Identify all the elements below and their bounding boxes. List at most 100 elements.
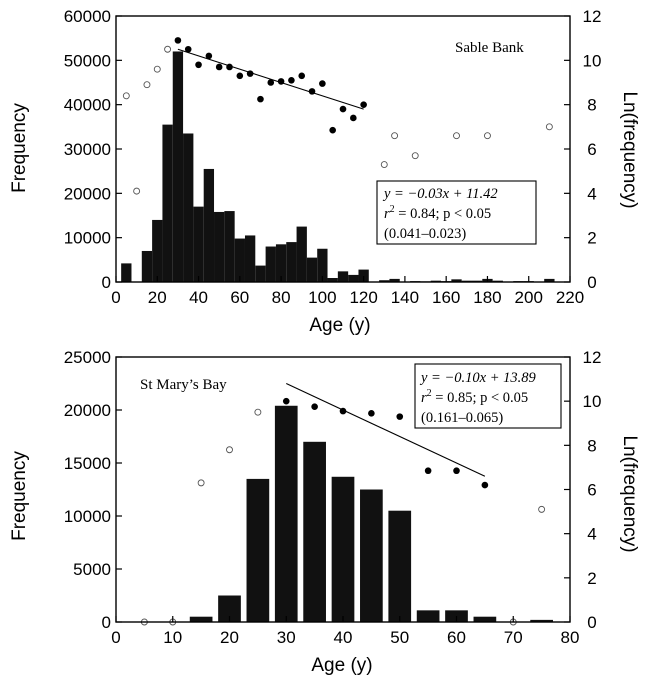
- top-open-points: [122, 45, 553, 195]
- bottom-open-point: [254, 408, 262, 416]
- bottom-trendline: [286, 383, 486, 477]
- bottom-x-tick-label: 80: [561, 628, 580, 647]
- top-bar: [265, 246, 276, 282]
- top-chart-title: Sable Bank: [455, 40, 524, 56]
- bottom-chart-title: St Mary’s Bay: [140, 377, 227, 393]
- top-bar: [296, 226, 307, 282]
- top-trendline: [177, 48, 364, 110]
- top-y2-tick-label: 0: [587, 273, 596, 292]
- top-bar: [203, 168, 215, 282]
- top-bar: [152, 219, 163, 282]
- bottom-regression-ci: (0.161–0.065): [421, 410, 503, 426]
- top-regression-r2: r2 = 0.84; p < 0.05: [384, 204, 491, 222]
- top-filled-point: [329, 126, 336, 134]
- top-bar: [244, 235, 256, 282]
- bottom-y2-tick-label: 12: [583, 348, 602, 367]
- top-filled-point: [277, 78, 285, 85]
- top-bar: [286, 242, 297, 282]
- top-bar: [121, 263, 132, 282]
- bottom-filled-point: [453, 467, 460, 475]
- top-y-tick-label: 20000: [64, 184, 111, 203]
- top-bar: [348, 274, 359, 282]
- top-bar: [306, 257, 318, 282]
- bottom-filled-point: [311, 403, 318, 410]
- top-filled-point: [205, 52, 213, 60]
- top-x-tick-label: 100: [308, 288, 336, 307]
- top-filled-point: [195, 61, 202, 69]
- top-filled-point: [288, 76, 295, 84]
- top-bar: [255, 265, 266, 282]
- bottom-y-tick-label: 20000: [64, 401, 111, 420]
- bottom-bar: [274, 405, 298, 622]
- top-y2-tick-label: 10: [583, 51, 602, 70]
- bottom-y-tick-label: 10000: [64, 507, 111, 526]
- top-open-point: [411, 152, 419, 160]
- bottom-filled-point: [282, 397, 290, 405]
- top-trendline-segment: [177, 48, 364, 110]
- top-y2-tick-label: 12: [583, 7, 602, 26]
- top-y-tick-label: 40000: [64, 96, 111, 115]
- bottom-x-tick-label: 10: [163, 628, 182, 647]
- top-filled-point: [339, 105, 347, 113]
- top-x-tick-label: 80: [272, 288, 291, 307]
- top-filled-points: [174, 37, 367, 134]
- top-filled-point: [298, 72, 306, 80]
- top-x-tick-label: 140: [391, 288, 419, 307]
- bottom-filled-point: [396, 413, 404, 420]
- bottom-y-ticks: 0 5000 10000 15000 20000 25000: [64, 348, 122, 632]
- top-bar: [327, 278, 338, 282]
- top-bar: [234, 238, 245, 282]
- bottom-y-tick-label: 25000: [64, 348, 111, 367]
- bottom-x-ticks: 0 10 20 30 40 50 60 70 80: [111, 616, 579, 647]
- top-y-tick-label: 60000: [64, 7, 111, 26]
- bottom-filled-point: [339, 407, 347, 415]
- top-bar: [214, 211, 225, 282]
- top-bar: [379, 280, 390, 282]
- top-bar: [317, 248, 328, 282]
- bottom-y2-tick-label: 2: [587, 569, 596, 588]
- top-x-ticks: 0 20 40 60 80 100 120 140 160 180 200 220: [111, 276, 584, 307]
- bottom-open-point: [197, 479, 205, 487]
- bottom-open-point: [226, 446, 233, 454]
- top-filled-point: [174, 37, 182, 44]
- bottom-filled-point: [481, 481, 489, 489]
- top-x-tick-label: 60: [230, 288, 249, 307]
- bottom-x-tick-label: 20: [220, 628, 239, 647]
- bottom-bar: [246, 478, 270, 622]
- bottom-trendline-segment: [286, 383, 486, 477]
- top-x-axis-title: Age (y): [309, 315, 370, 336]
- top-y-ticks: 0 10000 20000 30000 40000 50000 60000: [64, 7, 122, 292]
- top-x-tick-label: 220: [556, 288, 584, 307]
- bottom-y2-tick-label: 4: [587, 525, 596, 544]
- bottom-x-tick-label: 70: [504, 628, 523, 647]
- top-regression-box: y = −0.03x + 11.42 r2 = 0.84; p < 0.05 (…: [376, 180, 537, 245]
- top-x-tick-label: 180: [473, 288, 501, 307]
- top-bar: [224, 211, 235, 282]
- top-bar: [162, 124, 173, 282]
- bottom-y2-tick-label: 10: [583, 392, 602, 411]
- top-bar: [141, 250, 153, 282]
- top-y2-tick-label: 2: [587, 229, 596, 248]
- bottom-y2-ticks: 0 2 4 6 8 10 12: [564, 348, 601, 632]
- bottom-regression-box: y = −0.10x + 13.89 r2 = 0.85; p < 0.05 (…: [414, 363, 562, 429]
- top-x-tick-label: 40: [189, 288, 208, 307]
- top-y2-ticks: 0 2 4 6 8 10 12: [564, 7, 601, 292]
- bottom-regression-r2: r2 = 0.85; p < 0.05: [421, 388, 528, 406]
- top-open-point: [143, 81, 151, 89]
- top-bar: [358, 269, 369, 282]
- bottom-y-tick-label: 0: [102, 613, 111, 632]
- top-filled-point: [350, 114, 357, 122]
- top-filled-point: [215, 63, 223, 71]
- bottom-bar: [218, 595, 241, 622]
- bottom-bar: [360, 489, 383, 622]
- top-y2-tick-label: 8: [587, 96, 596, 115]
- top-filled-point: [257, 95, 264, 103]
- top-bar: [451, 279, 462, 282]
- bottom-bar: [331, 476, 355, 622]
- top-filled-point: [267, 79, 275, 86]
- top-bar: [337, 271, 349, 282]
- bottom-y2-tick-label: 8: [587, 436, 596, 455]
- top-open-point: [153, 65, 161, 73]
- bottom-x-tick-label: 30: [277, 628, 296, 647]
